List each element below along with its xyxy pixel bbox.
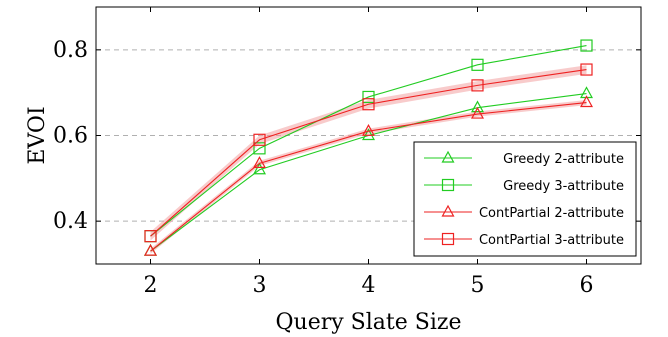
data-point-triangle — [470, 100, 485, 113]
legend-label: ContPartial 2-attribute — [479, 206, 624, 221]
data-point-triangle — [579, 95, 594, 108]
data-point-square — [253, 142, 266, 155]
y-axis-ticks: 0.4 0.6 0.8 — [53, 38, 641, 234]
legend-label: Greedy 3-attribute — [503, 179, 624, 194]
series-line — [150, 45, 587, 237]
data-point-square — [253, 133, 266, 146]
data-point-triangle — [441, 150, 455, 163]
series-line — [150, 101, 587, 252]
data-point-square — [441, 232, 455, 246]
x-tick-label: 3 — [253, 273, 267, 298]
data-point-square — [471, 58, 484, 71]
confidence-band — [150, 65, 587, 241]
data-point-triangle — [361, 128, 376, 141]
y-axis-label: EVOI — [25, 106, 50, 164]
legend-box — [413, 141, 637, 257]
data-point-triangle — [361, 123, 376, 136]
legend-label: Greedy 2-attribute — [503, 152, 624, 167]
y-tick-label: 0.4 — [53, 209, 88, 234]
x-tick-label: 5 — [471, 273, 485, 298]
data-point-square — [580, 39, 593, 52]
data-point-triangle — [470, 106, 485, 119]
series-line — [150, 68, 587, 237]
data-point-square — [144, 230, 157, 243]
x-tick-label: 2 — [144, 273, 158, 298]
x-tick-label: 4 — [362, 273, 376, 298]
y-tick-label: 0.6 — [53, 124, 88, 149]
data-point-square — [362, 98, 375, 111]
y-tick-label: 0.8 — [53, 38, 88, 63]
series-lines — [143, 39, 594, 256]
x-axis-ticks: 2 3 4 5 6 — [144, 7, 594, 298]
legend-label: ContPartial 3-attribute — [479, 233, 624, 248]
data-point-square — [362, 90, 375, 104]
data-point-triangle — [252, 162, 267, 175]
data-point-triangle — [252, 156, 267, 168]
data-point-square — [471, 79, 484, 92]
x-axis-label: Query Slate Size — [276, 310, 462, 335]
legend: Greedy 2-attribute Greedy 3-attribute Cont… — [413, 141, 637, 257]
data-point-square — [580, 63, 593, 76]
data-point-square — [441, 178, 455, 192]
data-point-triangle — [143, 243, 158, 256]
x-tick-label: 6 — [580, 273, 594, 298]
data-point-triangle — [441, 204, 455, 217]
